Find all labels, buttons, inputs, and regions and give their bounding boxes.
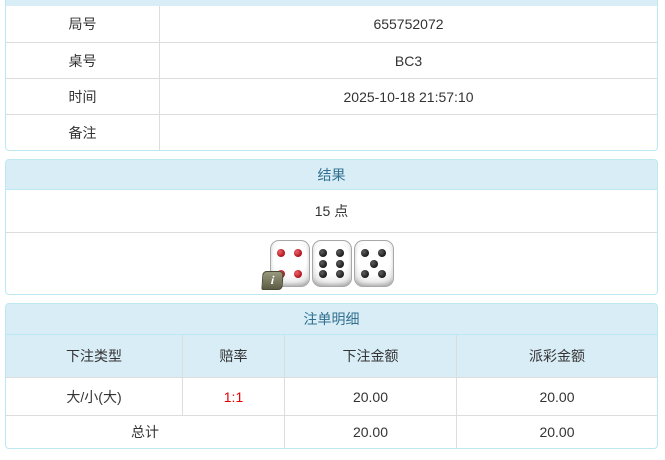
page: 局号 655752072 桌号 BC3 时间 2025-10-18 21:57:…: [5, 0, 658, 449]
die-pip: [277, 248, 286, 257]
info-row-remark: 备注: [6, 114, 657, 150]
die-image-6: [311, 240, 352, 287]
image-info-icon: i: [260, 271, 284, 290]
die-pip: [377, 270, 386, 279]
time-label: 时间: [6, 79, 160, 114]
dice-result-row: i: [6, 233, 657, 294]
die-image-5: [353, 240, 394, 287]
die-pip: [335, 270, 344, 279]
bet-details-panel: 注单明细 下注类型 赔率 下注金额 派彩金额 大/小(大) 1:1 20.00 …: [5, 303, 658, 449]
die-pip: [293, 248, 302, 257]
die-pip: [377, 248, 386, 257]
die-pip: [361, 270, 370, 279]
game-info-panel: 局号 655752072 桌号 BC3 时间 2025-10-18 21:57:…: [5, 0, 658, 151]
time-value: 2025-10-18 21:57:10: [343, 88, 474, 105]
die-pip: [319, 259, 328, 268]
result-points: 15 点: [6, 190, 657, 233]
bet-table-total-row: 总计 20.00 20.00: [6, 415, 657, 448]
column-header-bet-type: 下注类型: [66, 348, 122, 364]
bet-amount-cell: 20.00: [284, 378, 456, 415]
odds-cell: 1:1: [182, 378, 284, 415]
bet-table-header-row: 下注类型 赔率 下注金额 派彩金额: [6, 335, 657, 377]
info-row-round: 局号 655752072: [6, 6, 657, 42]
die-image-4: i: [260, 240, 310, 290]
result-panel: 结果 15 点 i: [5, 159, 658, 295]
die-pip: [335, 248, 344, 257]
total-label-cell: 总计: [131, 424, 159, 440]
die-pip: [293, 270, 302, 279]
info-row-time: 时间 2025-10-18 21:57:10: [6, 78, 657, 114]
info-row-table: 桌号 BC3: [6, 42, 657, 78]
remark-value: [160, 115, 657, 150]
round-number-label: 局号: [6, 6, 160, 42]
remark-label: 备注: [6, 115, 160, 150]
result-panel-title: 结果: [6, 160, 657, 190]
round-number-value: 655752072: [373, 16, 444, 32]
table-number-value: BC3: [394, 52, 423, 69]
die-face-6: [311, 240, 352, 287]
die-pip: [335, 259, 344, 268]
bet-table-row: 大/小(大) 1:1 20.00 20.00: [6, 377, 657, 415]
die-pip: [369, 259, 378, 268]
bet-type-cell: 大/小(大): [66, 388, 122, 405]
cut-off-panel-heading: [6, 0, 657, 6]
payout-amount-cell: 20.00: [456, 378, 657, 415]
column-header-bet-amount: 下注金额: [284, 335, 456, 377]
bet-details-title: 注单明细: [6, 304, 657, 335]
die-pip: [319, 270, 328, 279]
table-number-label: 桌号: [6, 43, 160, 78]
total-bet-amount-cell: 20.00: [284, 416, 456, 448]
column-header-odds: 赔率: [182, 335, 284, 377]
die-pip: [319, 248, 328, 257]
total-payout-amount-cell: 20.00: [456, 416, 657, 448]
die-face-5: [353, 240, 394, 287]
column-header-payout-amount: 派彩金额: [456, 335, 657, 377]
die-pip: [361, 248, 370, 257]
